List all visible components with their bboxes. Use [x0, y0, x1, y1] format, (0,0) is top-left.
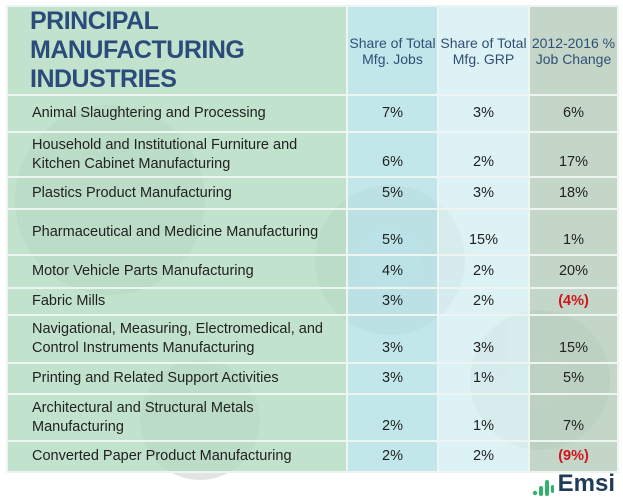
- industry-name: Navigational, Measuring, Electromedical,…: [6, 314, 348, 364]
- job-change: 20%: [528, 254, 619, 289]
- job-change: 5%: [528, 362, 619, 395]
- table-row: Animal Slaughtering and Processing 7% 3% 6%: [6, 94, 619, 133]
- job-change: 17%: [528, 131, 619, 178]
- jobs-share: 7%: [346, 94, 439, 133]
- job-change: 1%: [528, 208, 619, 256]
- jobs-share: 6%: [346, 131, 439, 178]
- grp-share: 1%: [437, 362, 530, 395]
- industry-name: Architectural and Structural Metals Manu…: [6, 393, 348, 442]
- grp-share: 3%: [437, 314, 530, 364]
- grp-share: 2%: [437, 131, 530, 178]
- job-change: 18%: [528, 176, 619, 210]
- grp-share: 2%: [437, 440, 530, 473]
- industry-name: Fabric Mills: [6, 287, 348, 316]
- industry-name: Plastics Product Manufacturing: [6, 176, 348, 210]
- jobs-share: 5%: [346, 176, 439, 210]
- table-row: Architectural and Structural Metals Manu…: [6, 393, 619, 442]
- jobs-share: 5%: [346, 208, 439, 256]
- bar-chart-logo-icon: [532, 480, 554, 496]
- job-change: (9%): [528, 440, 619, 473]
- table-row: Printing and Related Support Activities 3…: [6, 362, 619, 395]
- jobs-share: 2%: [346, 440, 439, 473]
- industries-table: PRINCIPAL MANUFACTURING INDUSTRIES Share…: [6, 5, 619, 473]
- table-row: Converted Paper Product Manufacturing 2% 2…: [6, 440, 619, 473]
- grp-share: 3%: [437, 176, 530, 210]
- job-change: 7%: [528, 393, 619, 442]
- header-row: PRINCIPAL MANUFACTURING INDUSTRIES Share…: [6, 5, 619, 96]
- table-row: Household and Institutional Furniture an…: [6, 131, 619, 178]
- jobs-share: 4%: [346, 254, 439, 289]
- table-row: Navigational, Measuring, Electromedical,…: [6, 314, 619, 364]
- industry-name: Motor Vehicle Parts Manufacturing: [6, 254, 348, 289]
- job-change: 6%: [528, 94, 619, 133]
- grp-share: 3%: [437, 94, 530, 133]
- column-header-jobs: Share of Total Mfg. Jobs: [346, 5, 439, 96]
- logo-text: Emsi: [557, 470, 615, 497]
- table-row: Motor Vehicle Parts Manufacturing 4% 2% 20%: [6, 254, 619, 289]
- industry-name: Animal Slaughtering and Processing: [6, 94, 348, 133]
- grp-share: 15%: [437, 208, 530, 256]
- job-change: (4%): [528, 287, 619, 316]
- column-header-grp: Share of Total Mfg. GRP: [437, 5, 530, 96]
- industry-name: Household and Institutional Furniture an…: [6, 131, 348, 178]
- jobs-share: 2%: [346, 393, 439, 442]
- industry-name: Printing and Related Support Activities: [6, 362, 348, 395]
- industry-name: Pharmaceutical and Medicine Manufacturin…: [6, 208, 348, 256]
- emsi-logo: Emsi: [532, 472, 615, 496]
- job-change: 15%: [528, 314, 619, 364]
- table-row: Plastics Product Manufacturing 5% 3% 18%: [6, 176, 619, 210]
- jobs-share: 3%: [346, 287, 439, 316]
- grp-share: 2%: [437, 287, 530, 316]
- table-title: PRINCIPAL MANUFACTURING INDUSTRIES: [6, 5, 348, 96]
- table-row: Fabric Mills 3% 2% (4%): [6, 287, 619, 316]
- jobs-share: 3%: [346, 314, 439, 364]
- grp-share: 1%: [437, 393, 530, 442]
- column-header-change: 2012-2016 % Job Change: [528, 5, 619, 96]
- table-row: Pharmaceutical and Medicine Manufacturin…: [6, 208, 619, 256]
- industry-name: Converted Paper Product Manufacturing: [6, 440, 348, 473]
- jobs-share: 3%: [346, 362, 439, 395]
- grp-share: 2%: [437, 254, 530, 289]
